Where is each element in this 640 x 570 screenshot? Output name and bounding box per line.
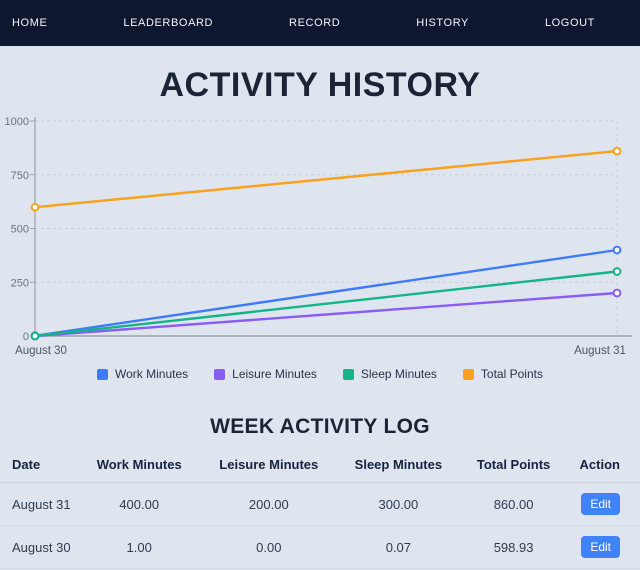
chart-legend: Work Minutes Leisure Minutes Sleep Minut…	[0, 367, 640, 381]
nav-item-home[interactable]: HOME	[12, 17, 48, 29]
leisure-minutes-swatch-icon	[214, 368, 226, 380]
x-tick-august-31: August 31	[574, 345, 626, 357]
x-tick-august-30: August 30	[15, 345, 67, 357]
legend-item-leisure-minutes[interactable]: Leisure Minutes	[214, 367, 317, 381]
cell-work: 1.00	[76, 525, 202, 569]
edit-button[interactable]: Edit	[581, 536, 620, 558]
y-tick-250: 250	[11, 277, 29, 289]
cell-total: 598.93	[460, 525, 567, 569]
total-points-swatch-icon	[462, 368, 474, 380]
work-minutes-swatch-icon	[97, 368, 109, 380]
edit-button[interactable]: Edit	[581, 493, 620, 515]
week-activity-log-title: WEEK ACTIVITY LOG	[210, 415, 430, 438]
legend-label: Sleep Minutes	[360, 367, 437, 381]
chart-series	[30, 146, 622, 341]
nav-item-leaderboard[interactable]: LEADERBOARD	[123, 17, 214, 29]
legend-item-work-minutes[interactable]: Work Minutes	[97, 367, 188, 381]
page-title: ACTIVITY HISTORY	[159, 66, 481, 104]
nav-bar: HOME LEADERBOARD RECORD HISTORY LOGOUT	[0, 0, 640, 46]
y-tick-1000: 1000	[5, 116, 29, 128]
cell-sleep: 300.00	[335, 482, 461, 526]
cell-date: August 31	[0, 482, 77, 526]
table-row: August 30 1.00 0.00 0.07 598.93 Edit	[0, 525, 640, 569]
chart-y-tick-labels: 1000 750 500 250 0	[5, 116, 29, 343]
chart-axes	[30, 117, 632, 337]
legend-label: Total Points	[480, 367, 543, 381]
activity-chart: 1000 750 500 250 0 August 30 August 31	[0, 111, 640, 361]
sleep-minutes-swatch-icon	[342, 368, 354, 380]
table-row: August 31 400.00 200.00 300.00 860.00 Ed…	[0, 482, 640, 526]
header-work-minutes: Work Minutes	[76, 449, 202, 483]
cell-date: August 30	[0, 525, 77, 569]
nav-item-history[interactable]: HISTORY	[416, 17, 469, 29]
header-leisure-minutes: Leisure Minutes	[201, 449, 336, 483]
header-date: Date	[0, 449, 77, 483]
chart-gridlines	[35, 120, 618, 336]
nav-item-record[interactable]: RECORD	[289, 17, 341, 29]
y-tick-0: 0	[23, 331, 29, 343]
cell-leisure: 0.00	[201, 525, 336, 569]
header-sleep-minutes: Sleep Minutes	[335, 449, 461, 483]
header-action: Action	[566, 449, 640, 483]
legend-item-total-points[interactable]: Total Points	[462, 367, 543, 381]
cell-total: 860.00	[460, 482, 567, 526]
cell-sleep: 0.07	[335, 525, 461, 569]
header-total-points: Total Points	[460, 449, 567, 483]
table-header-row: Date Work Minutes Leisure Minutes Sleep …	[0, 449, 640, 483]
cell-leisure: 200.00	[201, 482, 336, 526]
nav-item-logout[interactable]: LOGOUT	[544, 17, 595, 29]
legend-label: Work Minutes	[115, 367, 189, 381]
activity-log-table: Date Work Minutes Leisure Minutes Sleep …	[0, 449, 640, 569]
cell-work: 400.00	[76, 482, 202, 526]
legend-label: Leisure Minutes	[232, 367, 317, 381]
legend-item-sleep-minutes[interactable]: Sleep Minutes	[342, 367, 437, 381]
y-tick-750: 750	[11, 170, 29, 182]
chart-x-tick-labels: August 30 August 31	[15, 345, 626, 357]
y-tick-500: 500	[11, 224, 29, 236]
